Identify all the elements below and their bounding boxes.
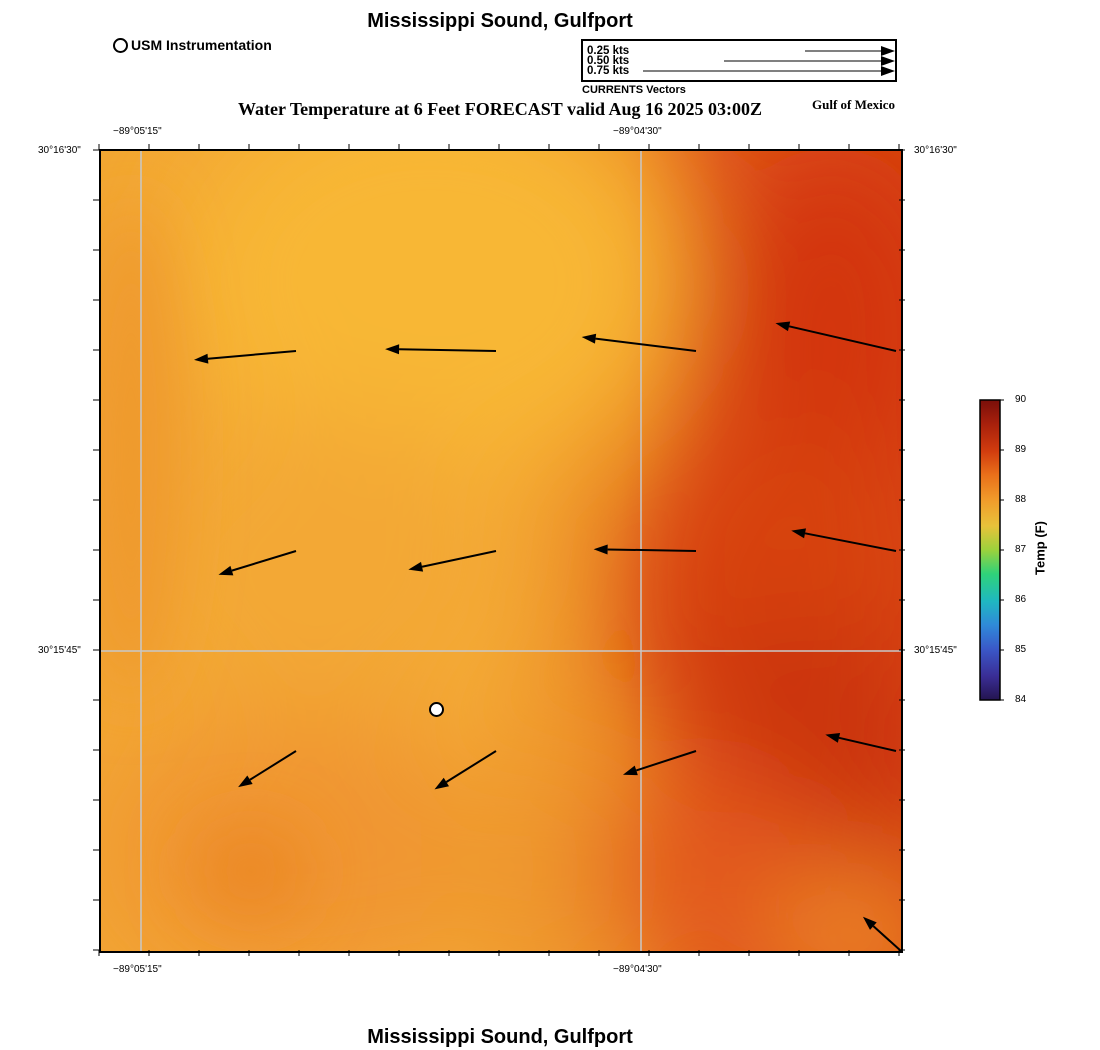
current-vectors: [193, 321, 901, 951]
vector-key-arrowhead-1: [881, 56, 895, 66]
forecast-subtitle: Water Temperature at 6 Feet FORECAST val…: [238, 99, 762, 119]
current-vector-0: [193, 350, 297, 364]
current-vector-1: [385, 344, 497, 355]
current-vector-shaft-6: [607, 548, 697, 552]
map-title: Mississippi Sound, Gulfport: [367, 10, 633, 32]
colorbar-label: Temp (F): [1032, 521, 1048, 575]
current-vector-head-11: [825, 732, 841, 743]
current-vector-head-5: [408, 561, 424, 572]
current-vector-6: [593, 544, 697, 555]
temperature-field: [101, 151, 901, 951]
current-vector-shaft-9: [445, 750, 497, 783]
lon-label-bottom-1: −89°04'30": [613, 964, 662, 975]
current-vector-head-4: [218, 565, 234, 576]
vector-key-caption: CURRENTS Vectors: [582, 84, 686, 96]
current-vector-shaft-8: [249, 750, 297, 781]
colorbar-tick-86: 86: [1015, 594, 1027, 605]
map-footer-title: Mississippi Sound, Gulfport: [367, 1026, 633, 1048]
current-vector-7: [791, 528, 897, 552]
map-axis-ticks: [93, 144, 905, 956]
current-vector-4: [218, 550, 297, 576]
vector-key-label-2: 0.75 kts: [587, 65, 630, 77]
current-vector-head-10: [622, 765, 638, 776]
vector-scale-key: 0.25 kts 0.50 kts 0.75 kts: [581, 39, 897, 82]
current-vector-head-0: [193, 353, 209, 364]
current-vector-2: [581, 333, 697, 352]
current-vector-10: [622, 750, 697, 776]
usm-station-marker[interactable]: [429, 702, 444, 717]
current-vector-shaft-12: [872, 925, 901, 951]
current-vector-head-6: [593, 544, 608, 555]
current-vector-8: [238, 750, 297, 788]
colorbar-tick-84: 84: [1015, 694, 1027, 705]
current-vector-head-12: [862, 916, 877, 930]
vector-key-label-0: 0.25 kts: [587, 45, 630, 57]
current-vector-shaft-3: [788, 325, 897, 352]
current-vector-11: [825, 732, 897, 752]
current-vector-shaft-1: [399, 348, 497, 352]
current-vector-head-2: [581, 333, 597, 344]
vector-key-arrowhead-0: [881, 46, 895, 56]
lon-label-bottom-0: −89°05'15": [113, 964, 162, 975]
current-vector-shaft-5: [421, 550, 497, 568]
colorbar-gradient: [979, 399, 1001, 701]
temperature-map[interactable]: [99, 149, 903, 953]
lon-label-top-0: −89°05'15": [113, 126, 162, 137]
colorbar: [979, 399, 1004, 701]
current-vector-head-8: [238, 775, 253, 788]
current-vector-9: [434, 750, 497, 790]
lat-label-left-0: 30°16'30": [38, 145, 81, 156]
station-legend-label: USM Instrumentation: [131, 37, 272, 53]
vector-key-label-1: 0.50 kts: [587, 55, 630, 67]
station-legend: USM Instrumentation: [113, 37, 272, 53]
current-vector-shaft-10: [635, 750, 697, 772]
current-vector-shaft-4: [231, 550, 297, 572]
current-vector-head-7: [791, 528, 806, 539]
current-vector-3: [775, 321, 897, 352]
current-vector-shaft-7: [804, 532, 897, 552]
current-vector-head-1: [385, 344, 400, 355]
current-vector-head-9: [434, 777, 450, 790]
colorbar-tick-87: 87: [1015, 544, 1027, 555]
colorbar-tick-88: 88: [1015, 494, 1027, 505]
vector-key-arrowhead-2: [881, 66, 895, 76]
lon-label-top-1: −89°04'30": [613, 126, 662, 137]
colorbar-tick-90: 90: [1015, 394, 1027, 405]
region-label: Gulf of Mexico: [812, 97, 896, 112]
current-vector-shaft-11: [838, 736, 897, 752]
current-vector-shaft-2: [595, 337, 697, 352]
current-vector-12: [862, 916, 901, 951]
lat-label-right-1: 30°15'45": [914, 645, 957, 656]
lat-label-right-0: 30°16'30": [914, 145, 957, 156]
colorbar-tick-89: 89: [1015, 444, 1027, 455]
colorbar-tick-85: 85: [1015, 644, 1027, 655]
open-circle-icon: [113, 37, 128, 53]
lat-label-left-1: 30°15'45": [38, 645, 81, 656]
current-vector-head-3: [775, 321, 791, 332]
current-vector-shaft-0: [207, 350, 297, 360]
current-vector-5: [408, 550, 497, 572]
vector-key-arrows: [643, 46, 895, 76]
